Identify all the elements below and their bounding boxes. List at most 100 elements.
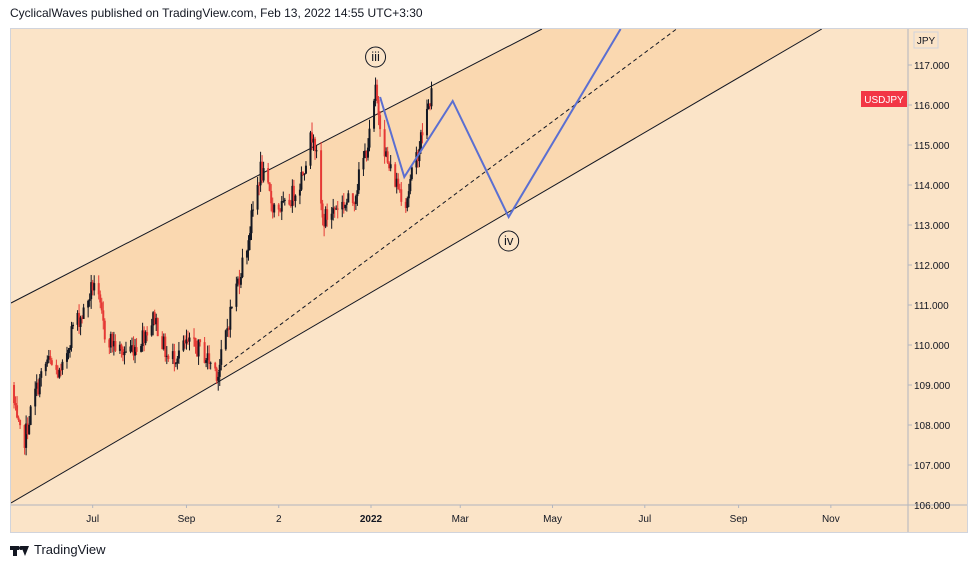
candle-body: [153, 312, 156, 325]
candle-body: [256, 184, 259, 210]
candle: [315, 145, 318, 159]
candle-body: [315, 150, 318, 152]
candle-body: [425, 108, 428, 136]
candle: [109, 331, 112, 353]
candle: [321, 199, 324, 226]
candle: [81, 315, 84, 324]
candle: [309, 130, 312, 170]
candle: [214, 361, 217, 372]
candle-body: [17, 417, 20, 421]
candle: [218, 359, 221, 386]
candle-body: [183, 340, 186, 344]
candle-body: [351, 193, 354, 204]
candle-body: [134, 347, 137, 356]
candle: [247, 235, 250, 261]
candle-body: [87, 300, 90, 308]
candle: [186, 330, 189, 345]
candle: [17, 415, 20, 422]
candle: [277, 202, 280, 217]
candle-body: [118, 344, 121, 351]
candle-body: [59, 369, 62, 371]
candle: [146, 326, 149, 342]
candle-body: [362, 157, 365, 170]
candle: [188, 332, 191, 351]
candle-body: [82, 307, 85, 319]
candle: [230, 306, 233, 310]
candle-body: [314, 138, 317, 151]
y-tick-label: 114.000: [914, 181, 950, 192]
candle-body: [79, 317, 82, 327]
candle-body: [252, 209, 255, 211]
candle: [311, 122, 314, 151]
candle-body: [333, 207, 336, 209]
candle-body: [215, 368, 218, 381]
candle-body: [194, 338, 197, 347]
candle-body: [109, 333, 112, 348]
candle-body: [235, 283, 238, 307]
candle: [176, 355, 179, 370]
candle: [283, 197, 286, 206]
candle: [427, 99, 430, 110]
candle-body: [336, 208, 339, 210]
candle-body: [35, 382, 38, 389]
candle: [16, 396, 19, 419]
candle: [121, 346, 124, 362]
candle: [56, 365, 59, 379]
candle-body: [226, 328, 229, 331]
candle: [93, 275, 96, 296]
candle-body: [47, 355, 50, 360]
candle-body: [19, 420, 22, 426]
candle-body: [323, 217, 326, 227]
x-tick-label: Nov: [822, 514, 840, 525]
candle-body: [400, 189, 403, 202]
candle-body: [374, 84, 377, 101]
candle-body: [214, 362, 217, 369]
candle: [72, 322, 75, 330]
candle-body: [341, 201, 344, 210]
candle-body: [88, 299, 91, 301]
candle: [342, 193, 345, 214]
chart-frame[interactable]: iii iv JPY 106.000 107.000 108.000 109.000 110…: [10, 28, 968, 533]
candle: [14, 396, 17, 411]
candle: [379, 111, 382, 137]
candle: [229, 299, 232, 338]
candle-body: [247, 240, 250, 251]
candle-body: [46, 359, 49, 364]
candle-body: [146, 332, 149, 336]
candle: [312, 134, 315, 151]
candle: [67, 347, 70, 360]
candle: [193, 328, 196, 347]
candle: [289, 200, 292, 208]
candle-body: [132, 345, 135, 356]
candle: [333, 206, 336, 218]
candle: [301, 171, 304, 176]
candle-body: [419, 132, 422, 149]
candle: [354, 194, 357, 210]
candle: [383, 119, 386, 164]
candle-body: [356, 190, 359, 197]
candle-body: [270, 190, 273, 204]
candle: [50, 357, 53, 366]
candle-body: [312, 138, 315, 143]
candle-body: [298, 189, 301, 196]
y-tick-label: 111.000: [914, 301, 949, 312]
candle: [87, 299, 90, 318]
candle: [374, 77, 377, 107]
candle: [236, 276, 239, 287]
candle: [241, 248, 244, 279]
candle-body: [186, 339, 189, 342]
usdjpy-chart[interactable]: iii iv JPY 106.000 107.000 108.000 109.000 110…: [10, 28, 967, 532]
candle: [167, 354, 170, 362]
candle-body: [140, 346, 143, 352]
candle: [129, 340, 132, 354]
candle-body: [389, 164, 392, 169]
candle: [245, 249, 248, 265]
candle: [271, 197, 274, 219]
candle-body: [259, 161, 262, 186]
candle: [58, 367, 61, 379]
candle: [259, 151, 262, 192]
footer: TradingView: [10, 542, 106, 557]
candle: [150, 318, 153, 337]
candle: [267, 162, 270, 185]
candle-body: [309, 132, 312, 166]
